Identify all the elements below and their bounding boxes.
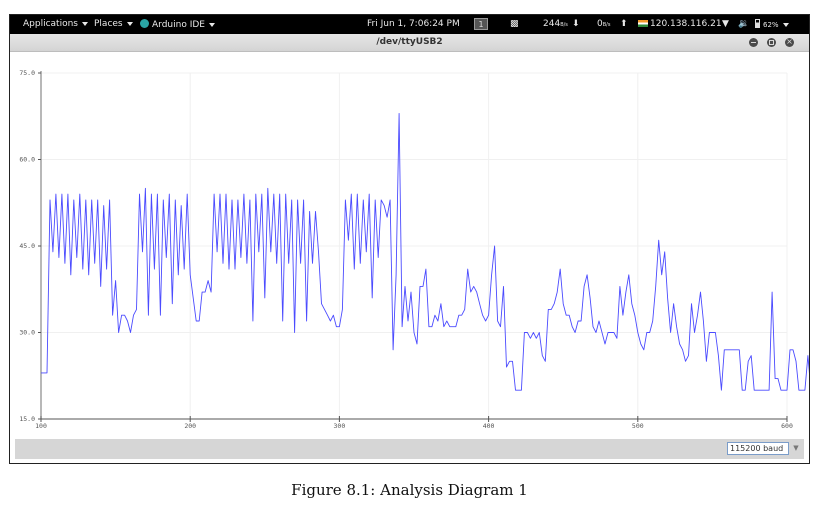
serial-plotter-chart: 15.0 30.0 45.0 60.0 75.0 100 200 300 400 500 600: [10, 52, 809, 438]
maximize-button[interactable]: [767, 38, 776, 47]
wifi-icon[interactable]: ▼: [722, 19, 729, 29]
y-tick-label: 45.0: [19, 242, 35, 250]
x-tick-label: 500: [632, 422, 644, 430]
system-top-bar: Applications Places Arduino IDE Fri Jun …: [10, 15, 809, 34]
places-menu[interactable]: Places: [94, 19, 133, 29]
battery-indicator[interactable]: 62%: [755, 19, 789, 30]
screenshot-frame: Applications Places Arduino IDE Fri Jun …: [9, 14, 810, 464]
upload-arrow-icon: ⬆: [620, 19, 628, 29]
y-tick-label: 15.0: [19, 415, 35, 423]
x-tick-label: 600: [781, 422, 793, 430]
y-tick-label: 30.0: [19, 329, 35, 337]
x-tick-label: 400: [483, 422, 495, 430]
volume-icon[interactable]: 🔉: [738, 19, 750, 29]
app-label: Arduino IDE: [152, 20, 205, 30]
y-tick-label: 75.0: [19, 69, 35, 77]
line-chart: 15.0 30.0 45.0 60.0 75.0 100 200 300 400 500 600: [19, 69, 809, 430]
download-speed-value: 244: [543, 19, 561, 29]
clock[interactable]: Fri Jun 1, 7:06:24 PM: [367, 19, 460, 29]
ip-indicator[interactable]: 120.138.116.21: [638, 19, 722, 29]
battery-percent: 62%: [763, 21, 779, 29]
battery-icon: [755, 19, 760, 28]
upload-speed-value: 0: [597, 19, 603, 29]
minimize-button[interactable]: [749, 38, 758, 47]
applications-label: Applications: [23, 19, 78, 29]
arduino-logo-icon: [140, 19, 149, 28]
baud-rate-select[interactable]: 115200 baud: [727, 442, 789, 455]
figure-caption: Figure 8.1: Analysis Diagram 1: [291, 481, 528, 499]
data-series-line: [41, 112, 809, 391]
chevron-down-icon: [782, 22, 789, 27]
chevron-down-icon: [208, 22, 215, 27]
upload-speed: 0B/s: [597, 19, 610, 29]
download-speed: 244B/s: [543, 19, 568, 29]
india-flag-icon: [638, 20, 648, 27]
download-speed-unit: B/s: [560, 22, 568, 28]
ip-address: 120.138.116.21: [650, 19, 722, 29]
workspace-indicator[interactable]: 1: [474, 18, 488, 30]
network-activity-icon: ▩: [510, 19, 519, 29]
applications-menu[interactable]: Applications: [23, 19, 88, 29]
chevron-down-icon: [81, 21, 88, 26]
x-tick-label: 200: [184, 422, 196, 430]
dropdown-arrow-icon[interactable]: ▼: [793, 444, 799, 452]
y-tick-label: 60.0: [19, 156, 35, 164]
download-arrow-icon: ⬇: [572, 19, 580, 29]
close-button[interactable]: [785, 36, 794, 47]
plotter-bottom-bar: 115200 baud ▼: [15, 439, 804, 459]
chevron-down-icon: [126, 21, 133, 26]
window-titlebar[interactable]: /dev/ttyUSB2: [10, 34, 809, 52]
upload-speed-unit: B/s: [602, 22, 611, 28]
window-title: /dev/ttyUSB2: [376, 37, 443, 47]
x-tick-label: 100: [35, 422, 47, 430]
x-tick-label: 300: [334, 422, 346, 430]
arduino-ide-menu[interactable]: Arduino IDE: [140, 19, 215, 30]
places-label: Places: [94, 19, 123, 29]
